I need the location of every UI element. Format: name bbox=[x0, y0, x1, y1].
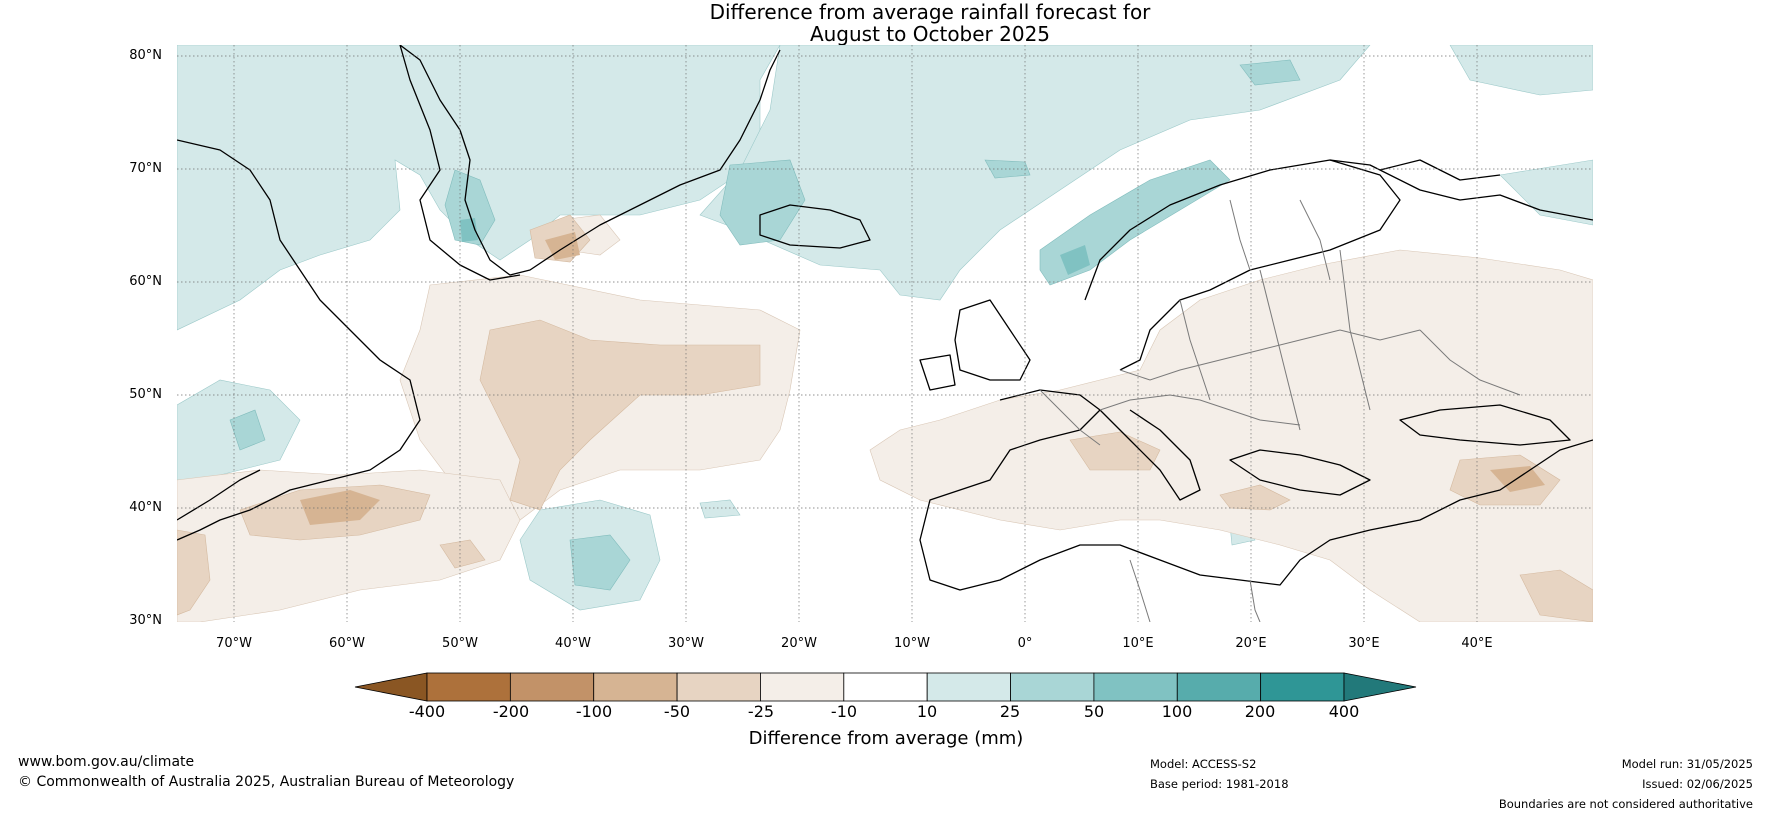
dry-anomaly-regions-moderate bbox=[177, 214, 1593, 622]
lon-label-40w: 40°W bbox=[555, 636, 591, 651]
lon-label-60w: 60°W bbox=[329, 636, 365, 651]
lat-label-60n: 60°N bbox=[129, 274, 162, 289]
colorbar-segment bbox=[1176, 672, 1262, 702]
lon-label-10e: 10°E bbox=[1122, 636, 1154, 651]
colorbar-extend-high bbox=[1343, 672, 1417, 702]
country-boundaries bbox=[1039, 199, 1521, 622]
colorbar-segment bbox=[593, 672, 678, 702]
map-plot-area bbox=[177, 45, 1593, 622]
lat-label-30n: 30°N bbox=[129, 613, 162, 628]
colorbar-segment bbox=[1093, 672, 1178, 702]
lon-label-40e: 40°E bbox=[1461, 636, 1493, 651]
colorbar-tick-label: -400 bbox=[408, 702, 446, 721]
graticule bbox=[177, 45, 1593, 622]
coastlines bbox=[177, 45, 1593, 591]
dry-anomaly-regions-strong bbox=[300, 232, 1545, 525]
footer-website-link[interactable]: www.bom.gov.au/climate bbox=[18, 754, 195, 770]
colorbar-title: Difference from average (mm) bbox=[748, 728, 1024, 749]
lon-label-30w: 30°W bbox=[668, 636, 704, 651]
lon-label-20w: 20°W bbox=[781, 636, 817, 651]
colorbar-tick-label: -200 bbox=[492, 702, 530, 721]
colorbar-tick-label: -50 bbox=[663, 702, 691, 721]
lon-label-50w: 50°W bbox=[442, 636, 478, 651]
footer-model: Model: ACCESS-S2 bbox=[1150, 757, 1257, 771]
lat-label-40n: 40°N bbox=[129, 500, 162, 515]
lat-label-70n: 70°N bbox=[129, 161, 162, 176]
footer-base-period: Base period: 1981-2018 bbox=[1150, 777, 1289, 791]
footer-issued: Issued: 02/06/2025 bbox=[1642, 777, 1753, 791]
footer-copyright: © Commonwealth of Australia 2025, Austra… bbox=[18, 774, 515, 790]
lon-label-0: 0° bbox=[1017, 636, 1033, 651]
colorbar bbox=[354, 672, 1417, 702]
colorbar-segment bbox=[843, 672, 928, 702]
colorbar-tick-label: -100 bbox=[575, 702, 613, 721]
lon-label-70w: 70°W bbox=[216, 636, 252, 651]
lat-label-50n: 50°N bbox=[129, 387, 162, 402]
colorbar-extend-low bbox=[354, 672, 428, 702]
map-title-line-2: August to October 2025 bbox=[809, 22, 1051, 46]
colorbar-tick-label: 400 bbox=[1328, 702, 1360, 721]
colorbar-segment bbox=[1260, 672, 1345, 702]
colorbar-tick-label: 10 bbox=[916, 702, 938, 721]
colorbar-tick-label: 200 bbox=[1244, 702, 1276, 721]
colorbar-tick-label: -25 bbox=[747, 702, 775, 721]
colorbar-tick-label: -10 bbox=[830, 702, 858, 721]
lat-label-80n: 80°N bbox=[129, 48, 162, 63]
colorbar-segment bbox=[1010, 672, 1095, 702]
colorbar-segment bbox=[426, 672, 511, 702]
colorbar-tick-label: 100 bbox=[1161, 702, 1193, 721]
wet-anomaly-regions-strong bbox=[229, 59, 1301, 591]
colorbar-segment bbox=[760, 672, 845, 702]
map-title-line-1: Difference from average rainfall forecas… bbox=[709, 0, 1151, 24]
colorbar-segment bbox=[676, 672, 761, 702]
footer-model-run: Model run: 31/05/2025 bbox=[1621, 757, 1753, 771]
colorbar-tick-label: 25 bbox=[999, 702, 1021, 721]
footer-disclaimer: Boundaries are not considered authoritat… bbox=[1498, 797, 1753, 811]
lon-label-30e: 30°E bbox=[1348, 636, 1380, 651]
colorbar-segment bbox=[509, 672, 595, 702]
colorbar-segment bbox=[926, 672, 1011, 702]
colorbar-tick-label: 50 bbox=[1083, 702, 1105, 721]
lon-label-10w: 10°W bbox=[894, 636, 930, 651]
lon-label-20e: 20°E bbox=[1235, 636, 1267, 651]
